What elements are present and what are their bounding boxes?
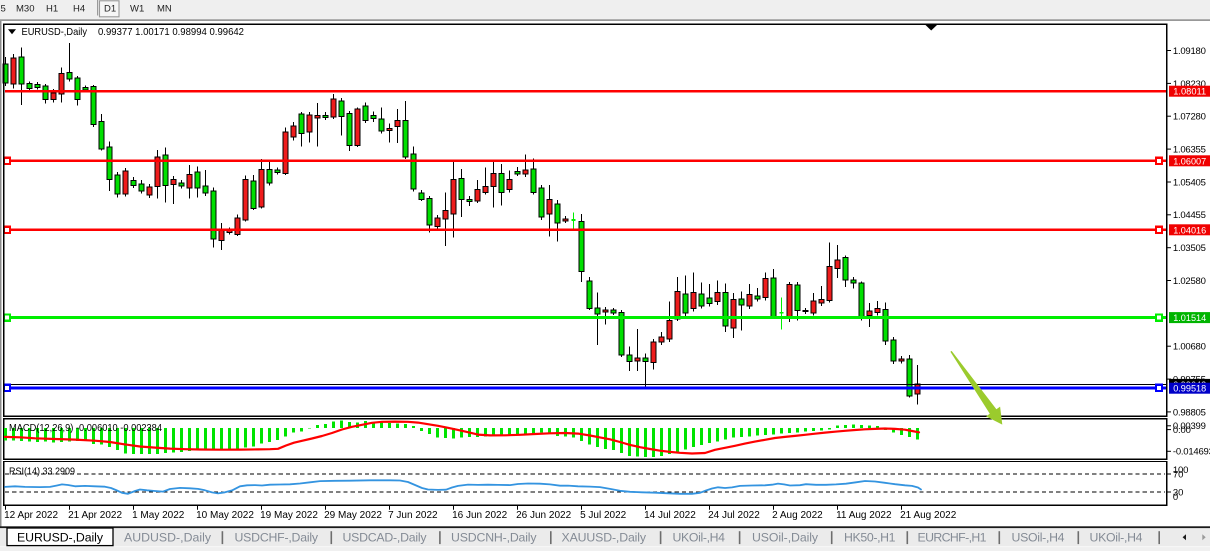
svg-text:W1: W1 [130, 4, 144, 15]
svg-text:1.06007: 1.06007 [1173, 156, 1206, 167]
svg-text:1 May 2022: 1 May 2022 [132, 510, 185, 521]
svg-text:1.03505: 1.03505 [1173, 243, 1206, 254]
svg-text:5: 5 [1, 4, 6, 15]
svg-text:H1: H1 [46, 4, 58, 15]
svg-text:2 Aug 2022: 2 Aug 2022 [772, 510, 823, 521]
svg-text:19 May 2022: 19 May 2022 [260, 510, 318, 521]
svg-text:1.08230: 1.08230 [1173, 79, 1206, 90]
svg-text:0: 0 [1173, 492, 1178, 503]
svg-text:0.98805: 0.98805 [1173, 407, 1206, 418]
svg-text:EURCHF-,H1: EURCHF-,H1 [918, 531, 987, 545]
svg-text:1.01514: 1.01514 [1173, 313, 1206, 324]
svg-text:UKOil-,H4: UKOil-,H4 [1090, 531, 1143, 545]
svg-text:12 Apr 2022: 12 Apr 2022 [4, 510, 58, 521]
svg-text:UKOil-,H4: UKOil-,H4 [673, 531, 726, 545]
svg-text:1.07280: 1.07280 [1173, 112, 1206, 123]
svg-text:USOil-,Daily: USOil-,Daily [752, 531, 819, 545]
svg-text:100: 100 [1173, 465, 1189, 476]
svg-text:30: 30 [1173, 488, 1184, 499]
svg-text:M30: M30 [16, 4, 34, 15]
svg-text:70: 70 [1173, 470, 1184, 481]
svg-text:21 Apr 2022: 21 Apr 2022 [68, 510, 122, 521]
svg-text:USDCHF-,Daily: USDCHF-,Daily [235, 531, 319, 545]
svg-text:1.09180: 1.09180 [1173, 46, 1206, 57]
svg-text:RSI(14) 33.2909: RSI(14) 33.2909 [9, 467, 75, 478]
svg-text:0.00399: 0.00399 [1173, 421, 1206, 432]
svg-text:MACD(12,26,9) -0.006010 -0.002: MACD(12,26,9) -0.006010 -0.002384 [9, 423, 162, 434]
svg-text:-0.014693: -0.014693 [1173, 447, 1210, 458]
svg-text:AUDUSD-,Daily: AUDUSD-,Daily [124, 531, 212, 545]
svg-text:USDCAD-,Daily: USDCAD-,Daily [343, 531, 428, 545]
svg-text:1.04455: 1.04455 [1173, 210, 1206, 221]
svg-text:HK50-,H1: HK50-,H1 [844, 531, 896, 545]
svg-text:14 Jul 2022: 14 Jul 2022 [644, 510, 696, 521]
svg-text:0.00: 0.00 [1173, 425, 1191, 436]
svg-text:26 Jun 2022: 26 Jun 2022 [516, 510, 571, 521]
svg-text:10 May 2022: 10 May 2022 [196, 510, 254, 521]
svg-text:1.04016: 1.04016 [1173, 225, 1206, 236]
svg-text:MN: MN [157, 4, 172, 15]
svg-text:21 Aug 2022: 21 Aug 2022 [900, 510, 957, 521]
svg-text:1.02580: 1.02580 [1173, 276, 1206, 287]
svg-text:D1: D1 [104, 4, 116, 15]
svg-text:1.05405: 1.05405 [1173, 177, 1206, 188]
svg-text:24 Jul 2022: 24 Jul 2022 [708, 510, 760, 521]
svg-text:0.99518: 0.99518 [1173, 384, 1206, 395]
svg-text:16 Jun 2022: 16 Jun 2022 [452, 510, 507, 521]
svg-text:EURUSD-,Daily: EURUSD-,Daily [17, 531, 104, 545]
svg-text:1.00680: 1.00680 [1173, 342, 1206, 353]
svg-text:0.99377 1.00171 0.98994 0.9964: 0.99377 1.00171 0.98994 0.99642 [98, 26, 244, 38]
svg-text:1.08011: 1.08011 [1173, 87, 1206, 98]
svg-text:USDCNH-,Daily: USDCNH-,Daily [451, 531, 537, 545]
svg-text:7 Jun 2022: 7 Jun 2022 [388, 510, 438, 521]
svg-text:1.06355: 1.06355 [1173, 145, 1206, 156]
svg-text:11 Aug 2022: 11 Aug 2022 [836, 510, 892, 521]
svg-text:EURUSD-,Daily: EURUSD-,Daily [22, 26, 88, 38]
svg-text:XAUUSD-,Daily: XAUUSD-,Daily [562, 531, 647, 545]
svg-text:USOil-,H4: USOil-,H4 [1012, 531, 1065, 545]
svg-text:5 Jul 2022: 5 Jul 2022 [580, 510, 627, 521]
svg-text:29 May 2022: 29 May 2022 [324, 510, 382, 521]
svg-text:H4: H4 [73, 4, 85, 15]
